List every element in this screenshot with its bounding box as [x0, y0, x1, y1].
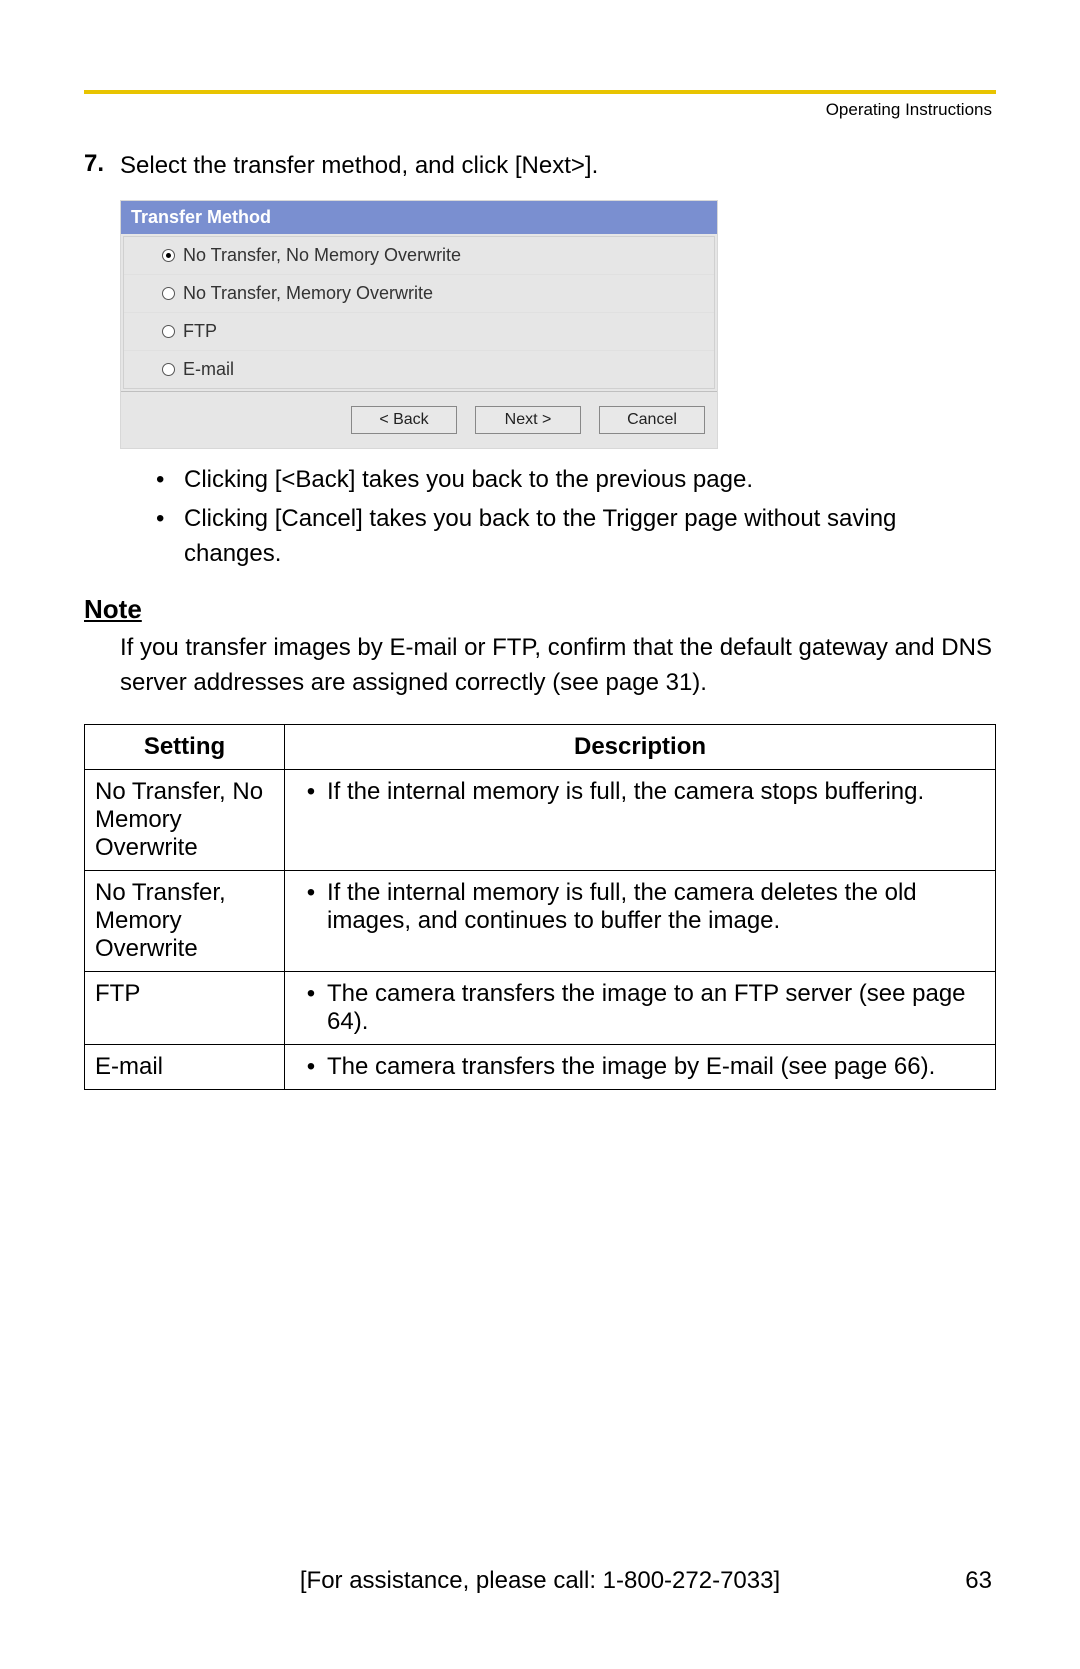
option-email[interactable]: E-mail	[124, 351, 714, 388]
page-number: 63	[965, 1567, 992, 1595]
bullet-icon: •	[156, 463, 184, 498]
next-button[interactable]: Next >	[475, 406, 581, 434]
setting-cell: E-mail	[85, 1045, 285, 1090]
bullet-icon: •	[295, 778, 327, 806]
option-label: E-mail	[183, 359, 234, 380]
step-text: Select the transfer method, and click [N…	[120, 150, 598, 182]
option-no-transfer-no-overwrite[interactable]: No Transfer, No Memory Overwrite	[124, 237, 714, 275]
option-label: No Transfer, No Memory Overwrite	[183, 245, 461, 266]
option-label: No Transfer, Memory Overwrite	[183, 283, 433, 304]
accent-rule	[84, 90, 996, 94]
settings-table: Setting Description No Transfer, No Memo…	[84, 724, 996, 1090]
doc-header: Operating Instructions	[84, 100, 996, 120]
step-bullets: • Clicking [<Back] takes you back to the…	[156, 463, 996, 571]
description-cell: •The camera transfers the image by E-mai…	[285, 1045, 996, 1090]
bullet-icon: •	[295, 1053, 327, 1081]
bullet-icon: •	[156, 502, 184, 572]
option-no-transfer-overwrite[interactable]: No Transfer, Memory Overwrite	[124, 275, 714, 313]
bullet-icon: •	[295, 879, 327, 935]
description-text: If the internal memory is full, the came…	[327, 778, 924, 806]
setting-cell: No Transfer, Memory Overwrite	[85, 871, 285, 972]
setting-cell: No Transfer, No Memory Overwrite	[85, 770, 285, 871]
setting-cell: FTP	[85, 972, 285, 1045]
description-cell: •If the internal memory is full, the cam…	[285, 871, 996, 972]
radio-icon	[162, 363, 175, 376]
table-row: E-mail •The camera transfers the image b…	[85, 1045, 996, 1090]
transfer-method-panel: Transfer Method No Transfer, No Memory O…	[120, 200, 718, 449]
table-row: No Transfer, Memory Overwrite •If the in…	[85, 871, 996, 972]
transfer-method-buttons: < Back Next > Cancel	[121, 391, 717, 448]
description-text: The camera transfers the image to an FTP…	[327, 980, 985, 1036]
step-7: 7. Select the transfer method, and click…	[84, 150, 996, 182]
bullet-icon: •	[295, 980, 327, 1036]
footer-assistance: [For assistance, please call: 1-800-272-…	[0, 1567, 1080, 1595]
option-label: FTP	[183, 321, 217, 342]
transfer-method-title: Transfer Method	[121, 201, 717, 234]
note-body: If you transfer images by E-mail or FTP,…	[120, 631, 996, 701]
bullet-text: Clicking [Cancel] takes you back to the …	[184, 502, 996, 572]
back-button[interactable]: < Back	[351, 406, 457, 434]
note-heading: Note	[84, 594, 996, 625]
table-row: FTP •The camera transfers the image to a…	[85, 972, 996, 1045]
bullet-item: • Clicking [<Back] takes you back to the…	[156, 463, 996, 498]
step-number: 7.	[84, 150, 120, 182]
bullet-text: Clicking [<Back] takes you back to the p…	[184, 463, 753, 498]
option-ftp[interactable]: FTP	[124, 313, 714, 351]
description-cell: •If the internal memory is full, the cam…	[285, 770, 996, 871]
cancel-button[interactable]: Cancel	[599, 406, 705, 434]
description-text: If the internal memory is full, the came…	[327, 879, 985, 935]
table-header-description: Description	[285, 725, 996, 770]
transfer-method-options: No Transfer, No Memory Overwrite No Tran…	[123, 236, 715, 389]
description-cell: •The camera transfers the image to an FT…	[285, 972, 996, 1045]
radio-icon	[162, 325, 175, 338]
table-header-setting: Setting	[85, 725, 285, 770]
bullet-item: • Clicking [Cancel] takes you back to th…	[156, 502, 996, 572]
radio-icon	[162, 287, 175, 300]
radio-icon	[162, 249, 175, 262]
description-text: The camera transfers the image by E-mail…	[327, 1053, 935, 1081]
table-row: No Transfer, No Memory Overwrite •If the…	[85, 770, 996, 871]
